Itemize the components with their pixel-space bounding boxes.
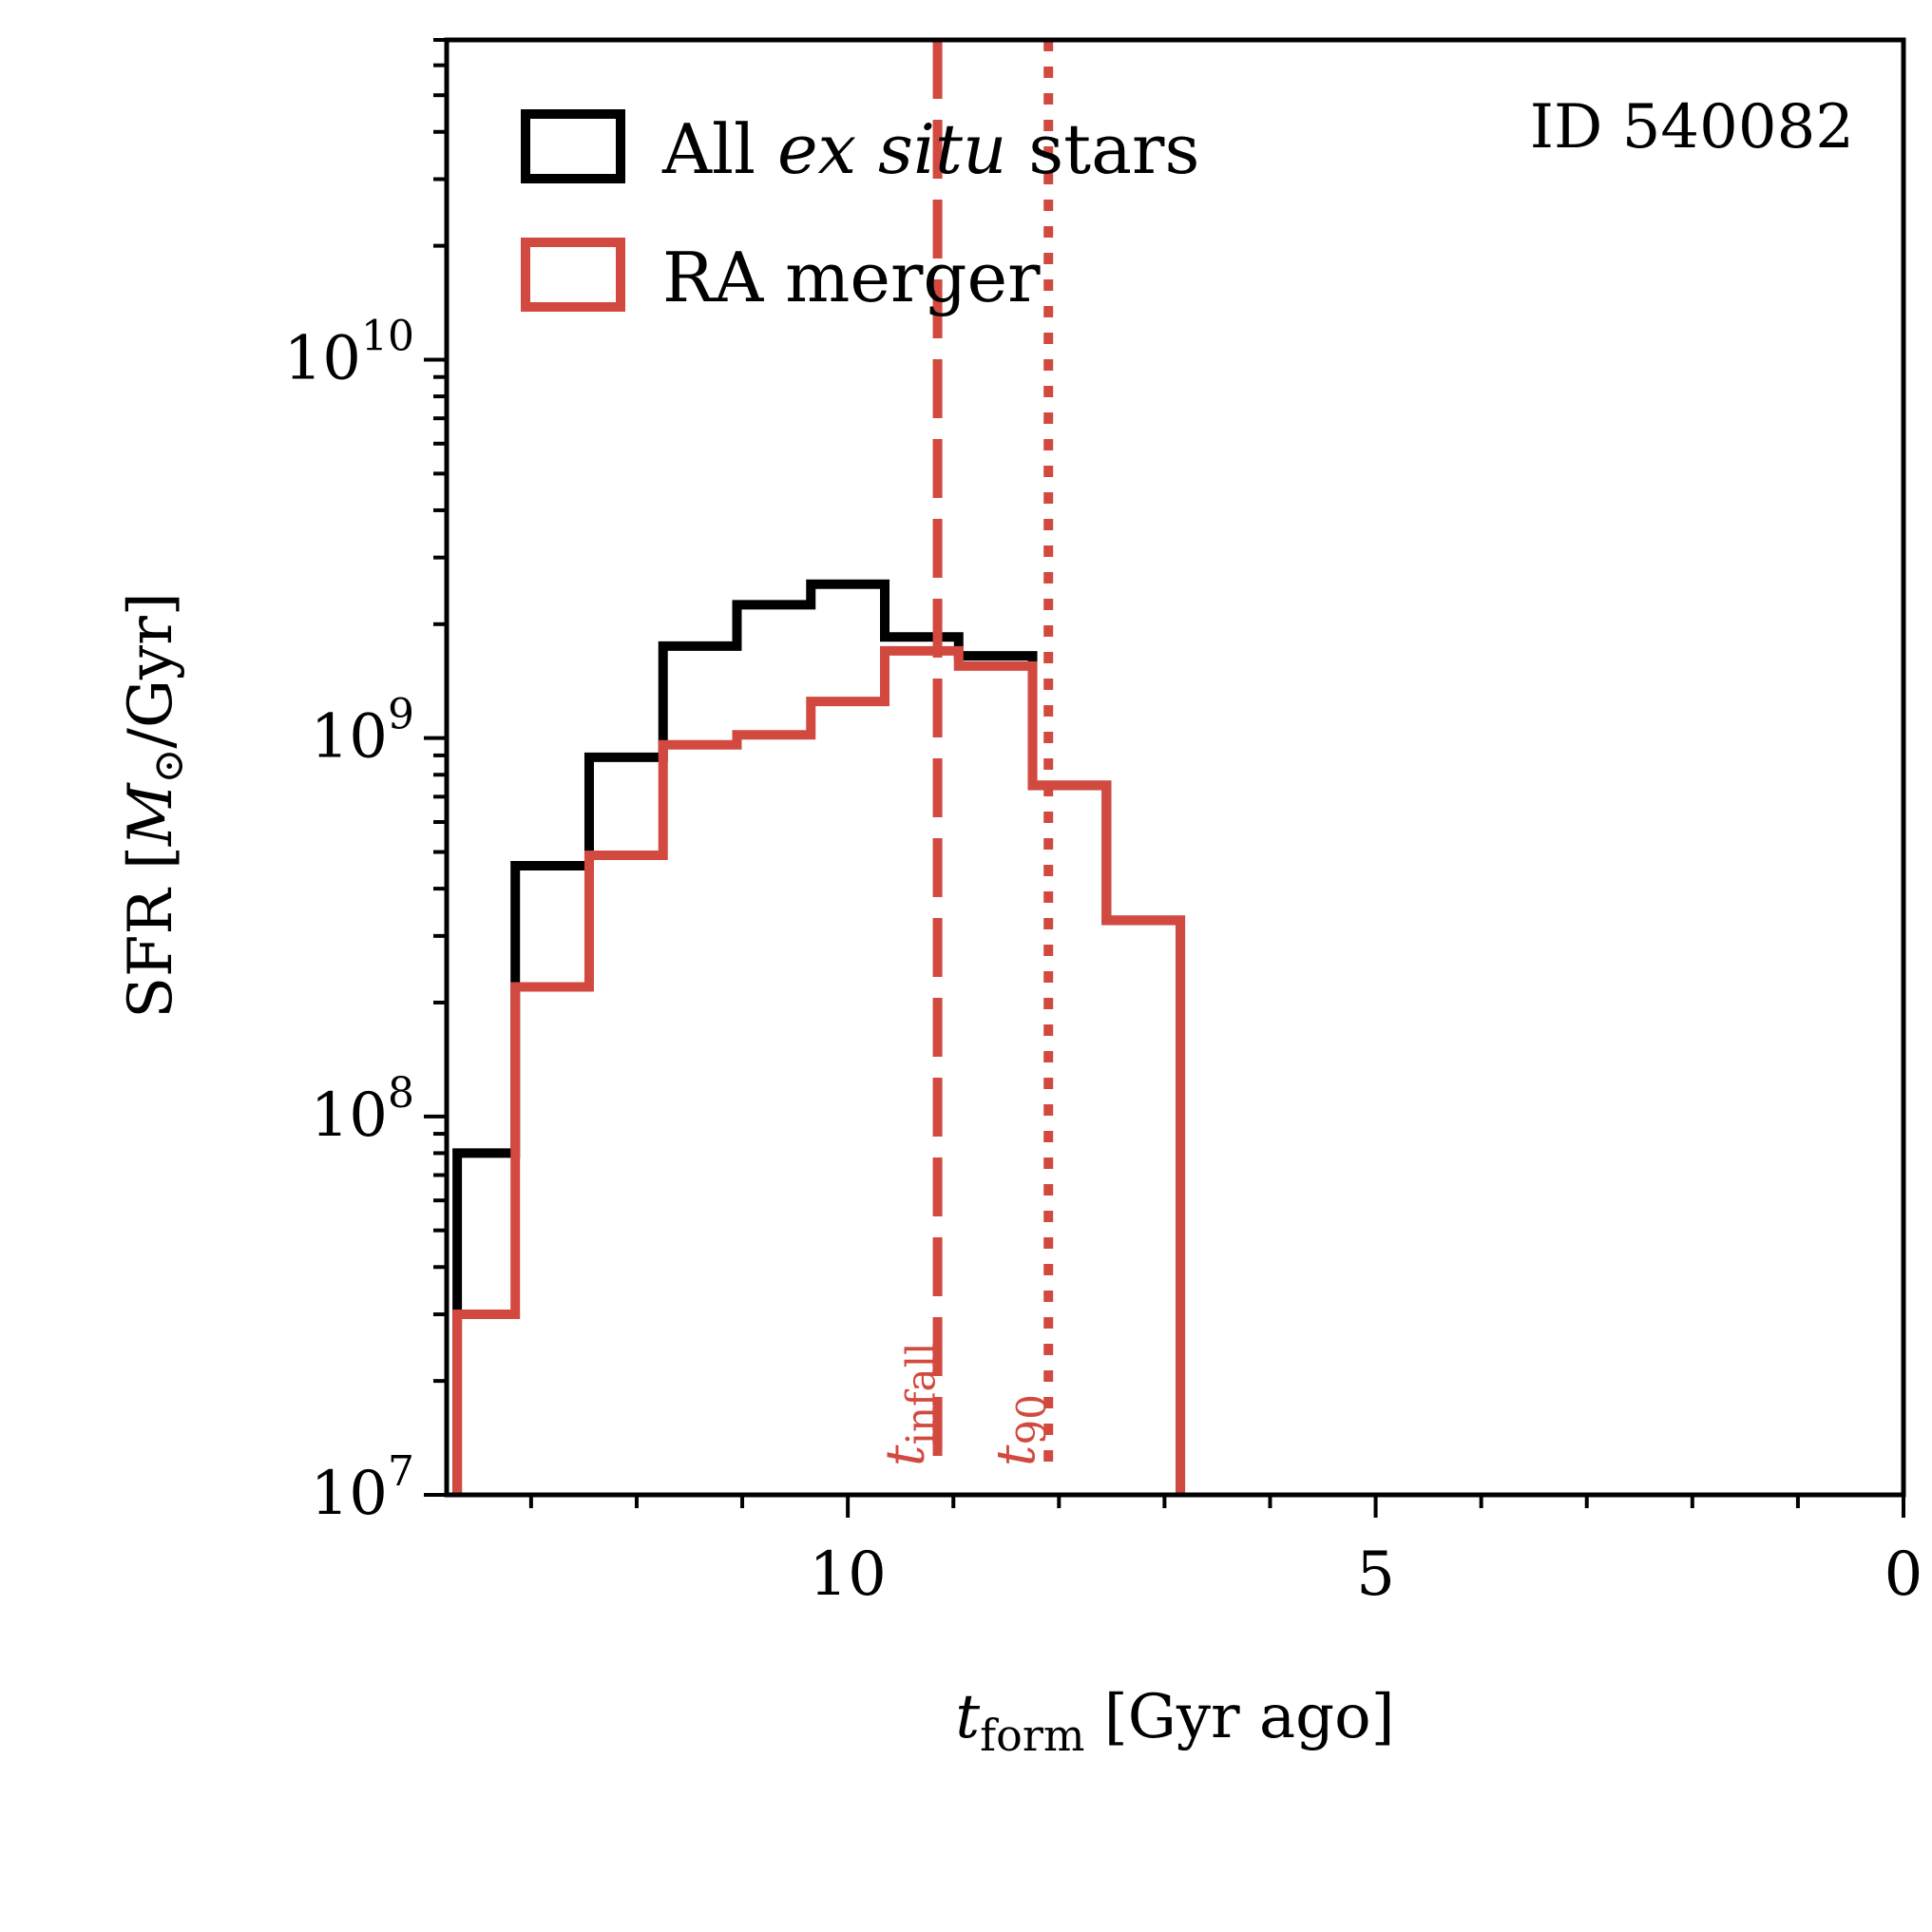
x-tick-label: 0	[1884, 1540, 1923, 1610]
histogram-ra	[452, 645, 1186, 1495]
y-tick-label: 108	[311, 1069, 414, 1151]
reference-lines: tinfall t90	[875, 40, 1055, 1466]
legend-label-all: All ex situ stars	[661, 109, 1199, 189]
legend: All ex situ stars RA merger	[521, 109, 1199, 317]
legend-swatch-ra	[521, 238, 625, 312]
axis-labels: 10 5 0 107 108 109 1010 tform [Gyr ago] SFR [M⊙/…	[116, 312, 1922, 1761]
legend-swatch-all	[521, 109, 625, 183]
vline-label-t_infall: tinfall	[875, 1343, 945, 1466]
x-axis-label: tform [Gyr ago]	[955, 1682, 1394, 1761]
y-tick-label: 107	[311, 1447, 414, 1529]
x-tick-label: 10	[809, 1540, 886, 1610]
legend-label-ra: RA merger	[662, 238, 1041, 317]
series-group	[452, 579, 1186, 1495]
y-axis-label: SFR [M⊙/Gyr]	[116, 592, 193, 1019]
x-tick-label: 5	[1356, 1540, 1395, 1610]
galaxy-id-label: ID 540082	[1530, 92, 1854, 163]
y-tick-label: 1010	[284, 312, 414, 393]
vline-label-t_90: t90	[985, 1394, 1055, 1466]
histogram-all	[452, 579, 1186, 1495]
y-tick-label: 109	[311, 691, 414, 773]
axis-ticks	[424, 38, 1905, 1518]
plot-frame	[444, 37, 1906, 1498]
